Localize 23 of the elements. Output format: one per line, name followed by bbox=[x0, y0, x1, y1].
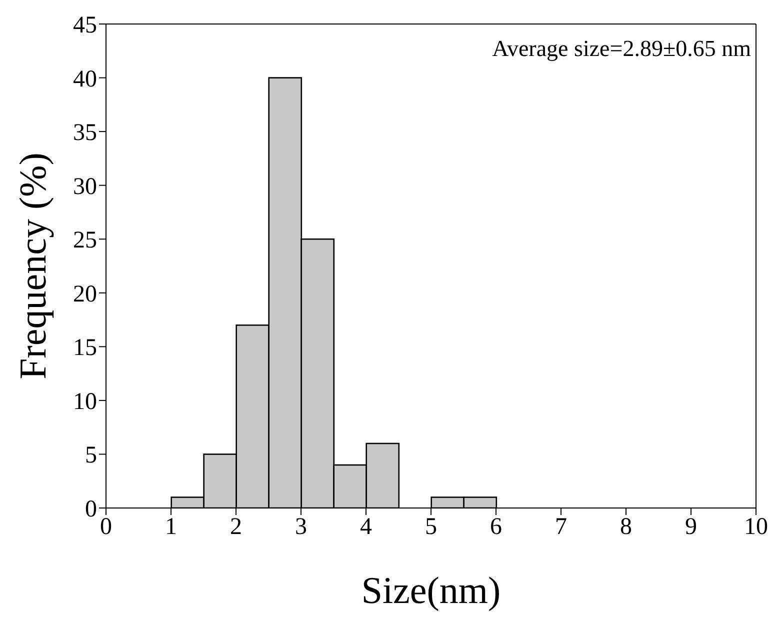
x-tick-label: 3 bbox=[295, 514, 307, 540]
x-tick-label: 6 bbox=[490, 514, 502, 540]
y-tick-label: 5 bbox=[85, 442, 97, 469]
x-tick-label: 2 bbox=[230, 514, 242, 540]
x-tick-label: 10 bbox=[744, 514, 768, 540]
y-tick-label: 20 bbox=[73, 281, 97, 308]
annotation: Average size=2.89±0.65 nm bbox=[492, 36, 751, 62]
x-axis-title: Size(nm) bbox=[361, 570, 501, 612]
x-tick-label: 9 bbox=[685, 514, 697, 540]
y-tick-label: 0 bbox=[85, 496, 97, 523]
y-tick-label: 15 bbox=[73, 335, 97, 362]
x-tick-label: 4 bbox=[360, 514, 372, 540]
x-tick-label: 5 bbox=[425, 514, 437, 540]
y-tick-label: 40 bbox=[73, 66, 97, 92]
x-tick-label: 7 bbox=[555, 514, 567, 540]
y-tick-label: 35 bbox=[73, 120, 97, 146]
y-tick-label: 30 bbox=[73, 174, 97, 200]
y-tick-label: 10 bbox=[73, 388, 97, 415]
x-tick-label: 1 bbox=[165, 514, 177, 540]
x-tick-label: 8 bbox=[620, 514, 632, 540]
y-tick-label: 45 bbox=[73, 12, 97, 39]
y-axis-title: Frequency (%) bbox=[12, 152, 54, 380]
y-tick-label: 25 bbox=[73, 228, 97, 254]
